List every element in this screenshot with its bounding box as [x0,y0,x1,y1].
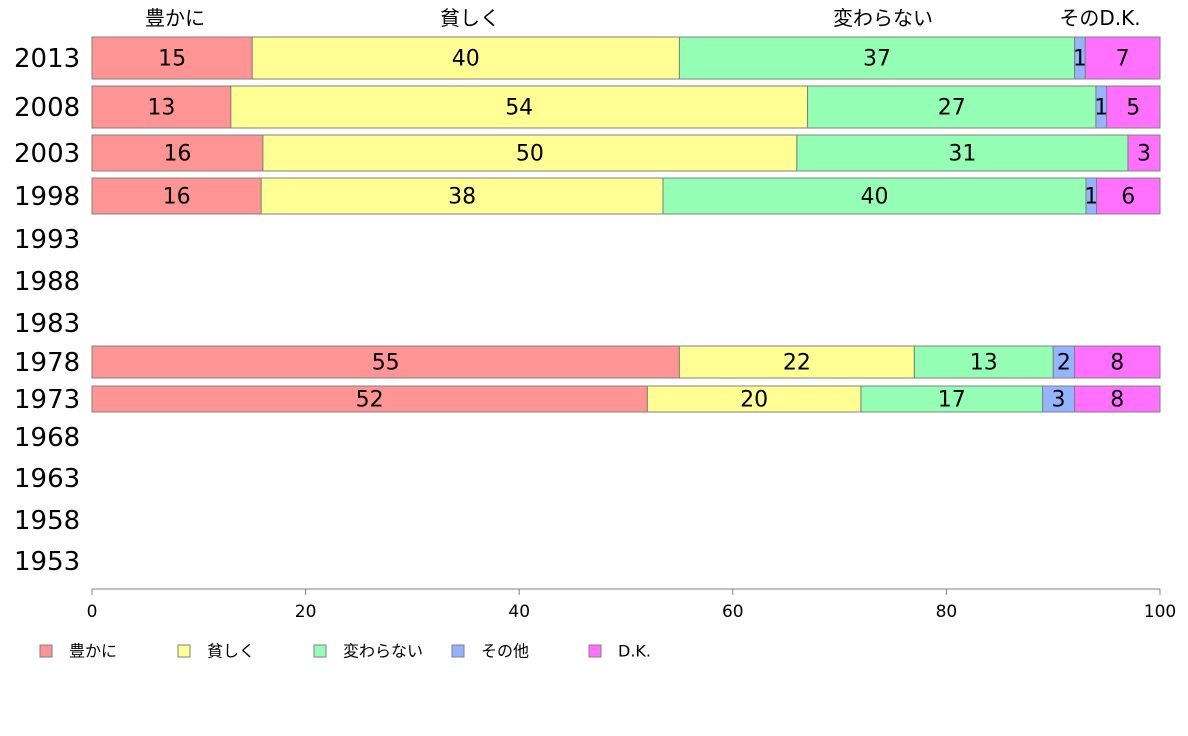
year-label: 2013 [14,44,80,74]
bar-segment [678,36,1076,80]
legend-label: 豊かに [69,642,117,661]
bar-value-label: 1 [1094,96,1108,121]
legend-swatch [588,644,602,658]
x-tick-label: 100 [1144,602,1176,622]
year-label: 1973 [14,385,80,415]
bar-value-label: 8 [1110,388,1124,413]
year-label: 1953 [14,547,80,577]
x-tick-label: 20 [295,602,317,622]
bar-value-label: 31 [948,142,976,167]
bar-segment [1084,36,1161,80]
bar-segment [807,85,1097,129]
bar-segment [646,385,862,413]
bar-segment [1127,134,1161,172]
bar-value-label: 40 [860,185,888,210]
year-label: 2003 [14,139,80,169]
bars: 15 40 37 1 713 54 27 1 516 50 31 316 38 40 1 655 22 13 2 85… [91,36,1161,413]
bar-value-label: 6 [1121,185,1135,210]
top-label: そのD.K. [1059,6,1140,30]
bar-value-label: 40 [452,47,480,72]
bar-value-label: 17 [938,388,966,413]
x-tick-label: 60 [722,602,744,622]
bar-value-label: 7 [1116,47,1130,72]
bar-value-label: 5 [1126,96,1140,121]
top-label: 貧しく [440,6,500,30]
year-label: 1978 [14,348,80,378]
bar-value-label: 55 [372,351,400,376]
year-label: 1963 [14,464,80,494]
bar-segment [1106,85,1161,129]
bar-value-label: 54 [505,96,533,121]
bar-segment [796,134,1129,172]
bar-segment [260,177,664,215]
bar-value-label: 50 [516,142,544,167]
legend-label: D.K. [618,642,651,661]
bar-value-label: 1 [1073,47,1087,72]
year-label: 1983 [14,309,80,339]
bar-value-label: 3 [1137,142,1151,167]
bar-segment [91,85,232,129]
bar-value-label: 8 [1110,351,1124,376]
bar-value-label: 27 [938,96,966,121]
year-label: 1988 [14,267,80,297]
top-labels: 豊かに 貧しく 変わらない そのD.K. [145,6,1141,30]
year-label: 1993 [14,225,80,255]
bar-segment [1042,385,1076,413]
legend: 豊かに 貧しく 変わらない その他 D.K. [39,642,651,661]
bar-value-label: 22 [783,351,811,376]
bar-segment [1074,345,1161,379]
bar-segment [262,134,798,172]
x-axis: 0 20 40 60 80 100 [87,588,1176,622]
legend-swatch [313,644,327,658]
bar-value-label: 2 [1057,351,1071,376]
year-labels: 2013 2008 2003 1998 1993 1988 1983 1978 1973 1968… [14,44,80,577]
top-label: 変わらない [833,6,933,30]
bar-segment [230,85,809,129]
bar-segment [91,177,262,215]
legend-label: 貧しく [207,642,255,661]
bar-value-label: 13 [147,96,175,121]
bar-value-label: 1 [1084,185,1098,210]
bar-value-label: 20 [740,388,768,413]
bar-segment [678,345,915,379]
bar-segment [913,345,1054,379]
x-tick-label: 80 [936,602,958,622]
x-tick-label: 0 [87,602,98,622]
top-label: 豊かに [145,6,205,30]
x-tick-label: 40 [508,602,530,622]
legend-label: その他 [481,642,529,661]
year-label: 1958 [14,506,80,536]
legend-label: 変わらない [343,642,423,661]
bar-segment [251,36,680,80]
bar-value-label: 16 [163,142,191,167]
year-label: 2008 [14,93,80,123]
year-label: 1998 [14,182,80,212]
legend-swatch [39,644,53,658]
legend-swatch [451,644,465,658]
bar-value-label: 3 [1052,388,1066,413]
bar-segment [1096,177,1161,215]
bar-value-label: 52 [356,388,384,413]
bar-value-label: 15 [158,47,186,72]
bar-segment [662,177,1087,215]
year-label: 1968 [14,423,80,453]
bar-segment [91,345,680,379]
bar-value-label: 13 [970,351,998,376]
bar-value-label: 38 [448,185,476,210]
bar-segment [1074,385,1161,413]
bar-segment [91,36,253,80]
bar-value-label: 16 [163,185,191,210]
bar-value-label: 37 [863,47,891,72]
legend-swatch [177,644,191,658]
